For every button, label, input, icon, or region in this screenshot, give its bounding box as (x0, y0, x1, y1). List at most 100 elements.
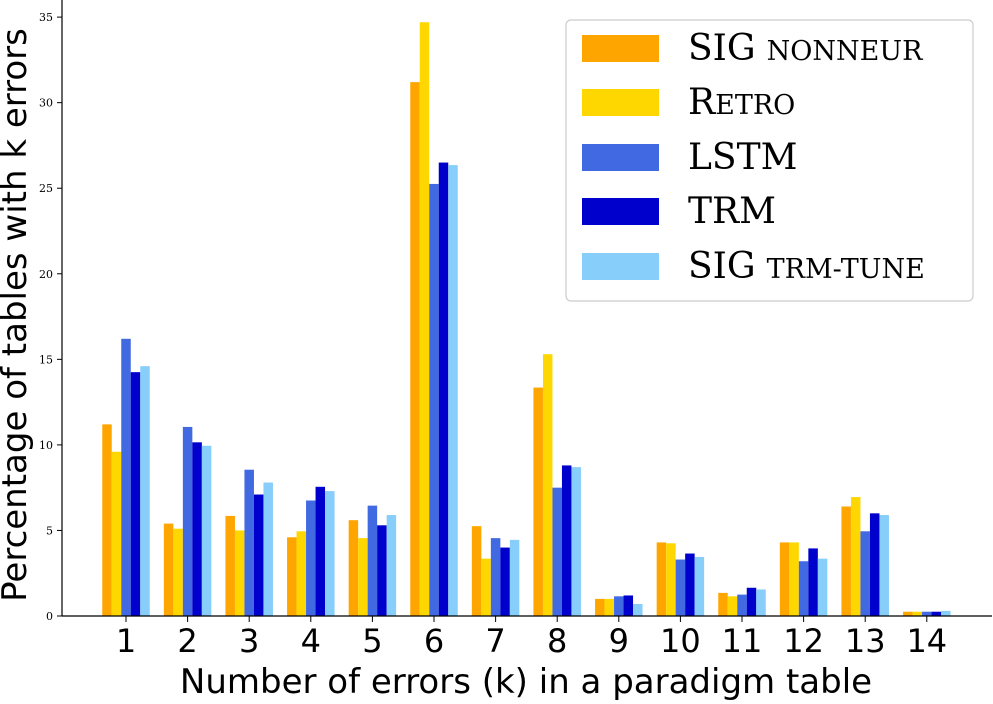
x-tick-label: 3 (239, 622, 259, 660)
bar-trm-k12 (808, 548, 818, 616)
bar-retro-k9 (604, 598, 615, 616)
bar-trm-k5 (377, 525, 387, 616)
bar-retro-k5 (358, 538, 368, 616)
bar-sig-nonneur-k3 (225, 515, 235, 616)
bar-lstm-k1 (121, 338, 131, 616)
bar-sig-nonneur-k14 (903, 611, 913, 616)
bar-sig-nonneur-k11 (718, 592, 728, 616)
bar-sig-trm-tune-k14 (941, 610, 951, 616)
bar-lstm-k8 (552, 487, 562, 616)
y-tick-label: 30 (39, 97, 53, 110)
bar-sig-nonneur-k10 (656, 542, 667, 616)
bar-retro-k8 (542, 354, 553, 616)
bar-sig-trm-tune-k12 (817, 558, 828, 616)
bar-sig-nonneur-k12 (779, 542, 790, 616)
x-tick-label: 4 (301, 622, 321, 660)
bar-lstm-k6 (429, 183, 439, 616)
x-axis-label: Number of errors (k) in a paradigm table (180, 662, 872, 702)
bar-trm-k9 (623, 595, 634, 616)
x-tick-label: 10 (660, 622, 701, 660)
bar-sig-nonneur-k8 (533, 387, 543, 616)
x-tick-label: 6 (424, 622, 444, 660)
bar-sig-trm-tune-k13 (879, 515, 889, 616)
x-tick-label: 9 (609, 622, 629, 660)
legend-frame (565, 19, 974, 302)
bar-trm-k10 (685, 553, 695, 616)
bar-retro-k11 (727, 596, 738, 616)
bar-trm-k13 (869, 513, 880, 616)
bar-sig-trm-tune-k2 (201, 445, 212, 616)
bar-sig-nonneur-k5 (348, 520, 359, 616)
legend-swatch (582, 253, 659, 280)
bar-lstm-k11 (737, 594, 747, 616)
bar-retro-k7 (481, 558, 491, 616)
x-tick-label: 5 (362, 622, 382, 660)
legend-swatch (582, 35, 659, 62)
bar-trm-k11 (746, 587, 757, 616)
x-tick-label: 7 (485, 622, 505, 660)
y-tick-label: 20 (39, 268, 53, 281)
legend-swatch (582, 144, 659, 171)
legend-label: SIG TRM-TUNE (688, 246, 925, 287)
y-tick-label: 10 (39, 439, 53, 452)
y-tick-label: 0 (46, 610, 53, 623)
bar-sig-nonneur-k4 (287, 537, 297, 616)
legend-label: LSTM (688, 137, 797, 178)
bar-trm-k4 (315, 486, 326, 616)
bar-retro-k13 (850, 497, 861, 616)
y-tick-label: 5 (46, 524, 53, 537)
bar-sig-trm-tune-k7 (509, 539, 520, 616)
x-tick-label: 14 (906, 622, 947, 660)
bar-sig-trm-tune-k8 (571, 467, 581, 616)
y-tick-label: 15 (39, 353, 53, 366)
bar-lstm-k9 (614, 596, 624, 616)
bar-trm-k2 (192, 442, 202, 616)
bar-lstm-k5 (367, 505, 378, 616)
bar-retro-k10 (666, 543, 676, 616)
bar-lstm-k10 (675, 559, 686, 616)
bar-sig-trm-tune-k6 (448, 165, 458, 616)
bar-retro-k1 (111, 451, 122, 616)
bar-sig-nonneur-k13 (841, 506, 851, 616)
bar-sig-nonneur-k2 (163, 523, 174, 616)
x-ticks-group: 1 2 3 4 5 6 7 8 9 10 11 12 13 14 (116, 616, 947, 660)
bar-lstm-k13 (860, 531, 870, 616)
bar-lstm-k2 (182, 426, 193, 616)
bar-sig-nonneur-k7 (471, 526, 482, 616)
legend-swatch (582, 89, 659, 116)
x-tick-label: 8 (547, 622, 567, 660)
y-tick-label: 25 (39, 182, 53, 195)
bar-sig-trm-tune-k1 (140, 366, 150, 616)
bar-sig-nonneur-k6 (410, 82, 420, 616)
legend-label: TRM (688, 191, 776, 232)
x-tick-label: 2 (177, 622, 197, 660)
bar-trm-k6 (438, 162, 449, 616)
legend: SIG NONNEUR RETRO LSTM TRM SIG TRM-TUNE (565, 19, 974, 302)
bar-trm-k3 (253, 494, 264, 616)
bar-trm-k8 (561, 465, 572, 616)
bar-retro-k3 (234, 530, 245, 616)
bar-sig-trm-tune-k3 (263, 482, 273, 616)
bar-retro-k12 (789, 542, 799, 616)
bar-trm-k14 (931, 611, 942, 616)
bar-retro-k2 (173, 528, 183, 616)
y-axis-label: Percentage of tables with k errors (0, 28, 35, 602)
bar-sig-trm-tune-k10 (694, 556, 705, 616)
bar-sig-trm-tune-k11 (756, 589, 766, 616)
legend-swatch (582, 198, 659, 225)
x-tick-label: 11 (722, 622, 763, 660)
bar-retro-k6 (419, 22, 430, 617)
bar-retro-k4 (296, 531, 307, 616)
bar-lstm-k12 (798, 561, 809, 616)
bar-sig-nonneur-k9 (595, 598, 605, 616)
bar-lstm-k3 (244, 469, 254, 616)
bar-retro-k14 (912, 611, 923, 616)
bar-trm-k1 (130, 372, 141, 616)
x-tick-label: 13 (845, 622, 886, 660)
bar-lstm-k4 (306, 500, 316, 616)
bar-sig-trm-tune-k9 (633, 604, 643, 616)
bars-group (102, 22, 951, 617)
bar-lstm-k14 (922, 611, 932, 616)
x-tick-label: 1 (116, 622, 136, 660)
